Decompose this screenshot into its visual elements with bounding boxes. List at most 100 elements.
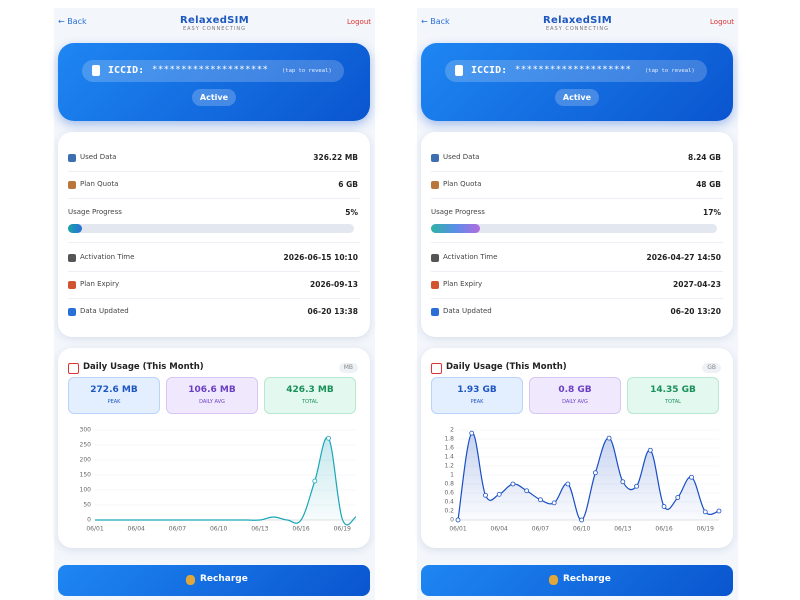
- iccid-label: ICCID:: [108, 65, 145, 76]
- x-tick-label: 06/10: [573, 526, 590, 533]
- row-label: Plan Expiry: [443, 280, 483, 288]
- y-tick-label: 150: [80, 472, 92, 479]
- x-tick-label: 06/16: [655, 526, 672, 533]
- status-badge: Active: [555, 89, 599, 106]
- back-link[interactable]: ← Back: [58, 17, 87, 26]
- sim-icon: [92, 65, 100, 76]
- chart-title: Daily Usage (This Month): [83, 362, 204, 372]
- usage-area: [458, 432, 719, 521]
- y-tick-label: 200: [80, 457, 92, 464]
- y-tick-label: 1: [450, 472, 454, 479]
- x-tick-label: 06/04: [128, 526, 145, 533]
- stat-box: 106.6 MB DAILY AVG: [166, 377, 258, 414]
- row-value: 326.22 MB: [313, 153, 358, 162]
- chart-icon: [431, 363, 442, 374]
- recharge-button[interactable]: Recharge: [58, 565, 370, 596]
- y-tick-label: 100: [80, 487, 92, 494]
- stat-value: 1.93 GB: [457, 385, 497, 395]
- back-link[interactable]: ← Back: [421, 17, 450, 26]
- y-tick-label: 250: [80, 442, 92, 449]
- point-marker: [606, 435, 612, 441]
- usage-percent: 17%: [703, 208, 721, 217]
- row-value: 2026-04-27 14:50: [646, 253, 721, 262]
- row-value: 6 GB: [338, 180, 358, 189]
- y-tick-label: 0: [87, 517, 91, 524]
- stat-box: 1.93 GB PEAK: [431, 377, 523, 414]
- point-marker: [620, 479, 626, 485]
- y-tick-label: 2: [450, 427, 454, 434]
- details-card: Used Data 326.22 MB Plan Quota 6 GB Usage Pr…: [58, 132, 370, 337]
- recharge-button[interactable]: Recharge: [421, 565, 733, 596]
- row-value: 06-20 13:20: [670, 307, 721, 316]
- stat-label: TOTAL: [665, 399, 681, 405]
- row-label: Plan Expiry: [80, 280, 120, 288]
- point-marker: [326, 435, 331, 441]
- details-card: Used Data 8.24 GB Plan Quota 48 GB Usage Pro…: [421, 132, 733, 337]
- iccid-pill[interactable]: ICCID: ******************** (tap to reveal…: [445, 60, 707, 82]
- x-tick-label: 06/01: [86, 526, 103, 533]
- point-marker: [592, 470, 598, 476]
- row-divider: [431, 242, 723, 243]
- row-label: Used Data: [443, 153, 480, 161]
- logout-link[interactable]: Logout: [347, 18, 371, 26]
- stat-box: 0.8 GB DAILY AVG: [529, 377, 621, 414]
- progress-track: [431, 224, 717, 233]
- point-marker: [538, 497, 543, 503]
- x-tick-label: 06/07: [532, 526, 549, 533]
- row-divider: [431, 198, 723, 199]
- point-marker: [579, 517, 585, 523]
- y-tick-label: 0: [450, 517, 454, 524]
- point-marker: [634, 483, 639, 489]
- y-tick-label: 50: [83, 502, 91, 509]
- money-icon: [186, 575, 195, 585]
- usage-area: [95, 437, 356, 525]
- y-tick-label: 0.6: [444, 490, 454, 497]
- sim-card: ICCID: ******************** (tap to reveal…: [58, 43, 370, 121]
- progress-fill: [431, 224, 480, 233]
- recharge-label: Recharge: [563, 574, 611, 584]
- row-value: 06-20 13:38: [307, 307, 358, 316]
- stat-box: 14.35 GB TOTAL: [627, 377, 719, 414]
- phone-screen: ← Back RelaxedSIM EASY CONNECTING Logout ICC…: [417, 8, 738, 600]
- point-marker: [565, 481, 571, 487]
- point-marker: [647, 447, 653, 453]
- row-label: Data Updated: [443, 307, 492, 315]
- y-tick-label: 0.8: [444, 481, 454, 488]
- iccid-mask: ********************: [152, 65, 269, 75]
- row-divider: [431, 298, 723, 299]
- row-divider: [431, 271, 723, 272]
- row-icon: [431, 181, 439, 189]
- y-tick-label: 1.6: [444, 445, 454, 452]
- row-value: 8.24 GB: [688, 153, 721, 162]
- iccid-mask: ********************: [515, 65, 632, 75]
- brand: RelaxedSIM: [543, 15, 612, 26]
- usage-chart: 0 50 100 150 200 250 300 06/01 06/04 06/07 06/10 06…: [80, 427, 357, 533]
- stat-label: DAILY AVG: [562, 399, 588, 405]
- y-tick-label: 1.4: [444, 454, 454, 461]
- progress-track: [68, 224, 354, 233]
- point-marker: [312, 478, 318, 484]
- row-icon: [431, 154, 439, 162]
- row-icon: [68, 254, 76, 262]
- reveal-hint: (tap to reveal): [282, 68, 332, 74]
- row-divider: [68, 271, 360, 272]
- row-icon: [68, 181, 76, 189]
- usage-label: Usage Progress: [431, 208, 485, 216]
- logout-link[interactable]: Logout: [710, 18, 734, 26]
- row-divider: [68, 171, 360, 172]
- reveal-hint: (tap to reveal): [645, 68, 695, 74]
- status-badge: Active: [192, 89, 236, 106]
- point-marker: [702, 509, 708, 515]
- stat-value: 14.35 GB: [650, 385, 696, 395]
- y-tick-label: 1.8: [444, 436, 454, 443]
- stat-label: PEAK: [107, 399, 121, 405]
- row-label: Data Updated: [80, 307, 129, 315]
- point-marker: [716, 508, 722, 514]
- point-marker: [524, 488, 530, 494]
- x-tick-label: 06/04: [491, 526, 508, 533]
- iccid-pill[interactable]: ICCID: ******************** (tap to reveal…: [82, 60, 344, 82]
- point-marker: [496, 491, 502, 497]
- progress-fill: [68, 224, 83, 233]
- x-tick-label: 06/13: [251, 526, 268, 533]
